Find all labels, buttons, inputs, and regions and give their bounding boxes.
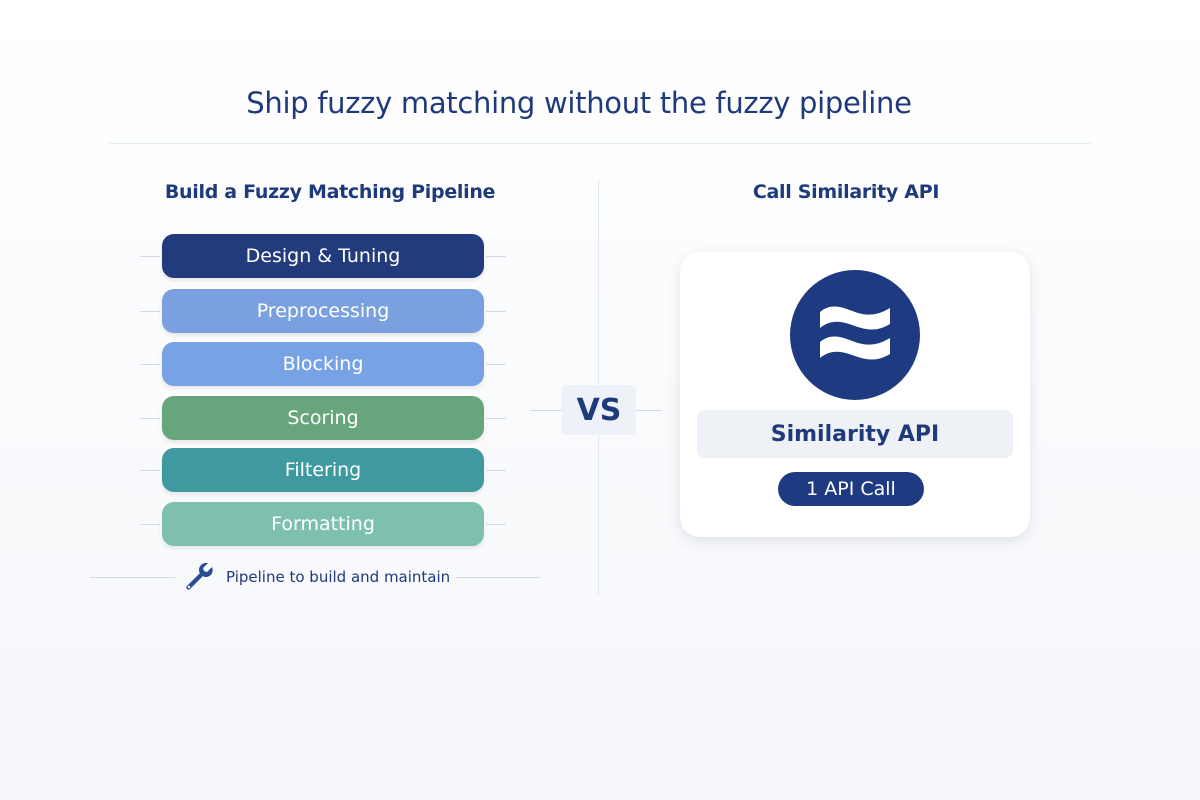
connector [140, 418, 162, 419]
pipeline-step: Blocking [162, 342, 484, 386]
product-name: Similarity API [697, 410, 1013, 458]
connector [484, 364, 506, 365]
wrench-icon [186, 563, 213, 590]
connector [140, 524, 162, 525]
connector [484, 256, 506, 257]
connector [530, 410, 562, 411]
connector [484, 524, 506, 525]
connector [140, 256, 162, 257]
logo [790, 270, 920, 400]
pipeline-step: Scoring [162, 396, 484, 440]
page-title: Ship fuzzy matching without the fuzzy pi… [246, 86, 912, 120]
left-heading: Build a Fuzzy Matching Pipeline [164, 181, 496, 203]
footer-text: Pipeline to build and maintain [226, 568, 451, 586]
pipeline-step: Filtering [162, 448, 484, 492]
divider [110, 143, 1090, 144]
approx-wave-icon [820, 306, 890, 360]
pipeline-step: Design & Tuning [162, 234, 484, 278]
divider [456, 577, 541, 578]
connector [140, 364, 162, 365]
right-heading: Call Similarity API [752, 181, 940, 203]
connector [484, 470, 506, 471]
connector [140, 470, 162, 471]
pipeline-step: Formatting [162, 502, 484, 546]
connector [636, 410, 662, 411]
connector [484, 418, 506, 419]
connector [140, 311, 162, 312]
vs-label: VS [562, 385, 636, 435]
api-call-badge: 1 API Call [778, 472, 924, 506]
divider [90, 577, 175, 578]
pipeline-step: Preprocessing [162, 289, 484, 333]
connector [484, 311, 506, 312]
